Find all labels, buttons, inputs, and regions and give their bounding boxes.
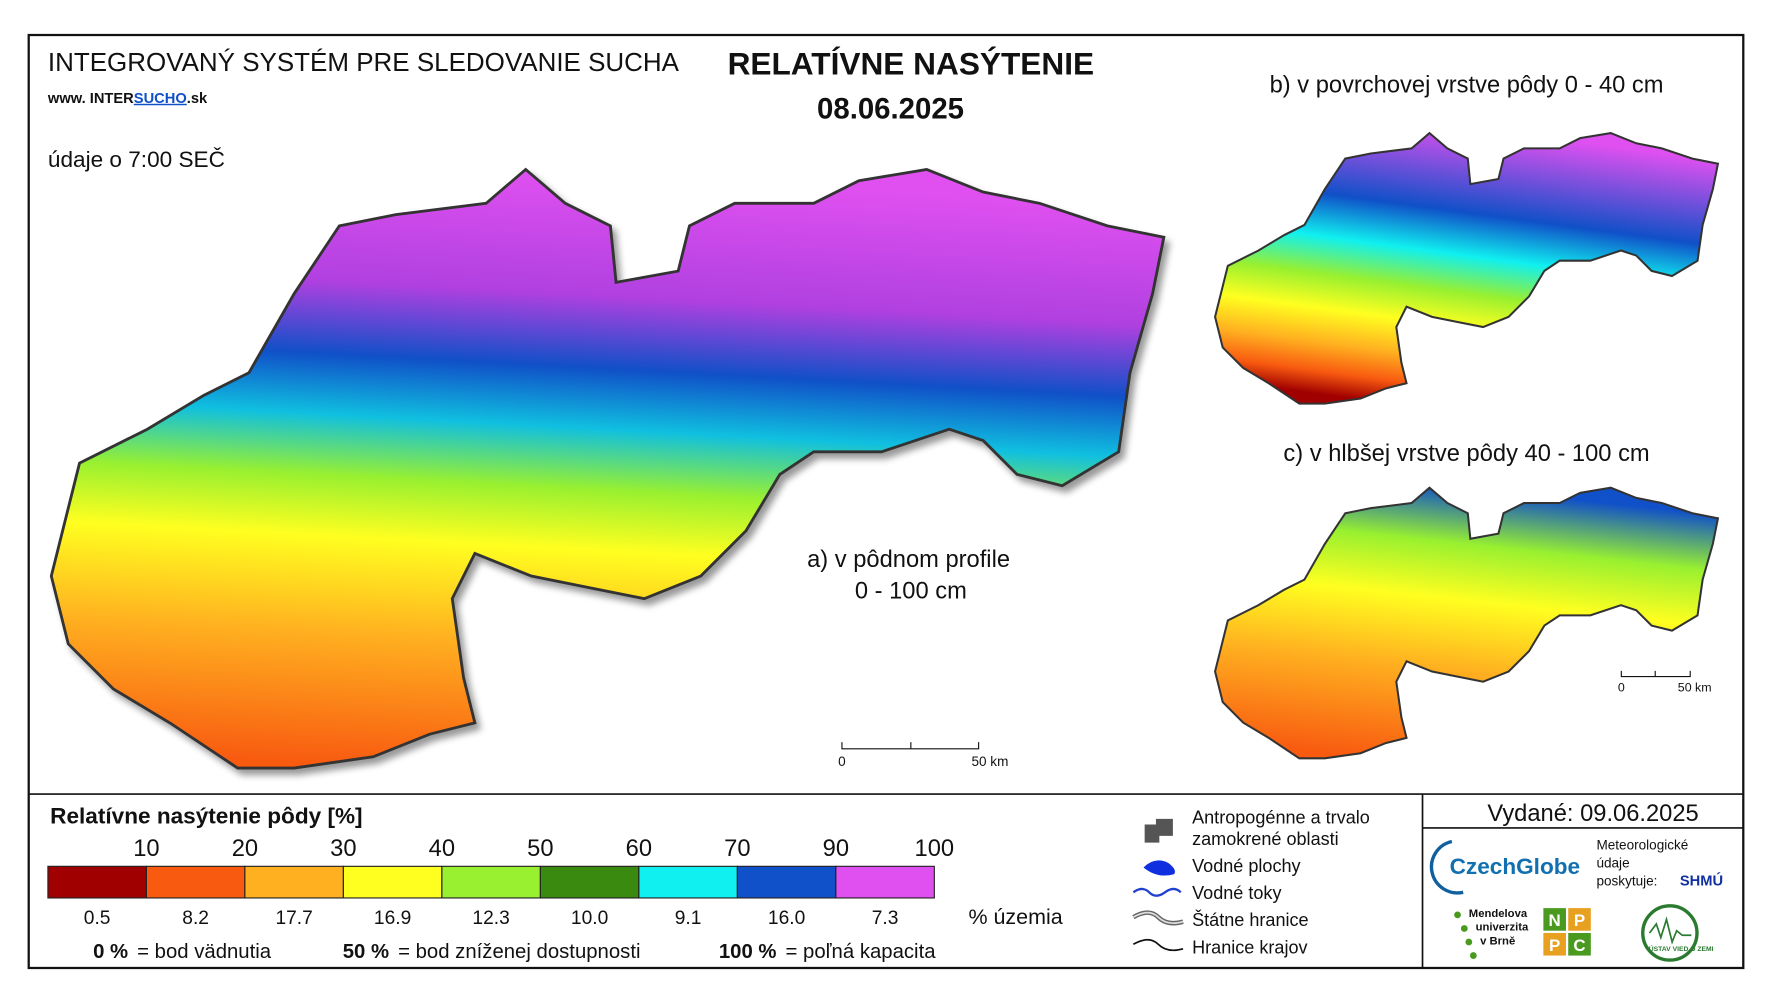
nppc-logo: N PP C [1543,908,1591,956]
legend-bound: 20 [232,836,258,862]
scale-bar [1620,670,1691,678]
legend-share: 10.0 [571,908,608,929]
logo-dot [1465,938,1473,946]
legend-bound: 40 [429,836,455,862]
legend-symbol [1132,911,1184,925]
legend-bound: 90 [823,836,849,862]
map-legend-item: Vodné toky [1192,883,1281,903]
legend-note: 0 % = bod vädnutia [93,941,272,963]
title: RELATÍVNE NASÝTENIE [728,46,1094,82]
website: www. INTERSUCHO.sk [47,91,208,107]
legend-share: 12.3 [472,908,509,929]
uvz-wave [1648,916,1692,945]
issued: Vydané: 09.06.2025 [1487,801,1698,827]
czechglobe: CzechGlobe [1450,854,1580,879]
legend-symbol [1143,860,1175,876]
meteo: Meteorologické [1596,837,1688,852]
legend-symbol [1132,938,1184,952]
nppc-letter: P [1549,936,1560,955]
logo-dot [1460,925,1468,932]
note-key: 0 % [93,941,128,963]
legend-share: 9.1 [675,908,702,929]
website-part: .sk [187,91,208,107]
legend-classes: 10 0.5 20 8.2 30 17.7 40 16.9 50 12.3 60 10.0 70 9.1 9… [47,836,955,929]
legend-bound: 60 [626,836,652,862]
map-legend-item: Antropogénne a trvalo [1192,807,1370,827]
legend-share: 8.2 [182,908,209,929]
uvz-ring [1641,904,1699,962]
nppc-cell [1568,908,1591,931]
website-part: www. INTER [47,91,134,107]
nppc-letter: N [1549,911,1561,930]
legend-swatch [47,865,147,899]
nppc-letter: P [1574,911,1585,930]
legend-notes: 0 % = bod vädnutia 50 % = bod zníženej dost… [93,941,936,963]
legend-swatch [835,865,935,899]
nppc-cell [1568,932,1591,956]
nppc-letter: C [1573,936,1585,955]
note-text: = bod vädnutia [137,941,272,963]
note-text: = bod zníženej dostupnosti [398,941,640,963]
legend-share: 0.5 [84,908,111,929]
legend-share: 16.0 [768,908,805,929]
legend-bound: 100 [915,836,955,862]
legend-swatch [441,865,541,899]
legend-symbol [1144,818,1173,843]
mendel: Mendelova [1469,908,1528,920]
legend-swatch [736,865,837,899]
mendel: univerzita [1476,922,1529,934]
legend-symbol [1132,887,1182,897]
time-note: údaje o 7:00 SEČ [48,147,225,172]
legend-note: 100 % = poľná kapacita [719,941,936,963]
scale-label: 50 km [1678,680,1712,694]
nppc-cell [1543,932,1566,956]
map-legend-item: Hranice krajov [1192,937,1307,957]
legend-share: 7.3 [872,908,899,929]
website-part: SUCHO [134,91,187,107]
legend-swatch [539,865,640,899]
note-key: 50 % [343,941,389,963]
logo-dot [1469,952,1477,959]
map-legend: Antropogénne a trvalo zamokrené oblasti … [1132,807,1370,957]
legend-swatch [244,865,344,899]
logo-dot [1454,911,1461,919]
map-label: b) v povrchovej vrstve pôdy 0 - 40 cm [1270,73,1664,99]
legend-swatch [342,865,443,899]
legend-share: 17.7 [275,908,312,929]
scale-label: 0 [838,754,846,769]
legend-swatch [638,865,738,899]
shmu: SHMÚ [1680,872,1723,890]
map-legend-item: Vodné plochy [1192,856,1300,876]
mendel: v Brně [1480,935,1515,947]
map-label: a) v pôdnom profile [807,547,1010,573]
legend-share: 16.9 [374,908,411,929]
legend-bound: 50 [527,836,553,862]
legend-title: Relatívne nasýtenie pôdy [%] [50,803,362,828]
legend-bound: 30 [330,836,356,862]
legend-swatch [145,865,246,899]
map-label: c) v hlbšej vrstve pôdy 40 - 100 cm [1283,441,1649,467]
share-unit: % územia [968,905,1062,929]
scale-label: 50 km [971,754,1008,769]
uvz: ÚSTAV VIED O ZEMI [1649,944,1714,953]
scale-bar [841,742,980,750]
note-text: = poľná kapacita [786,941,937,963]
scale-label: 0 [1618,680,1625,694]
system-title: INTEGROVANÝ SYSTÉM PRE SLEDOVANIE SUCHA [48,47,680,77]
legend-bound: 70 [724,836,750,862]
date: 08.06.2025 [817,93,964,126]
meteo: údaje [1596,855,1629,870]
map-legend-item: zamokrené oblasti [1192,829,1339,849]
meteo: poskytuje: [1596,874,1657,889]
map-legend-item: Štátne hranice [1192,909,1308,930]
legend-bound: 10 [133,836,159,862]
nppc-cell [1543,908,1566,931]
legend-note: 50 % = bod zníženej dostupnosti [343,941,641,963]
logo-arc [1429,839,1464,895]
map-depth: 0 - 100 cm [855,579,967,605]
note-key: 100 % [719,941,777,963]
